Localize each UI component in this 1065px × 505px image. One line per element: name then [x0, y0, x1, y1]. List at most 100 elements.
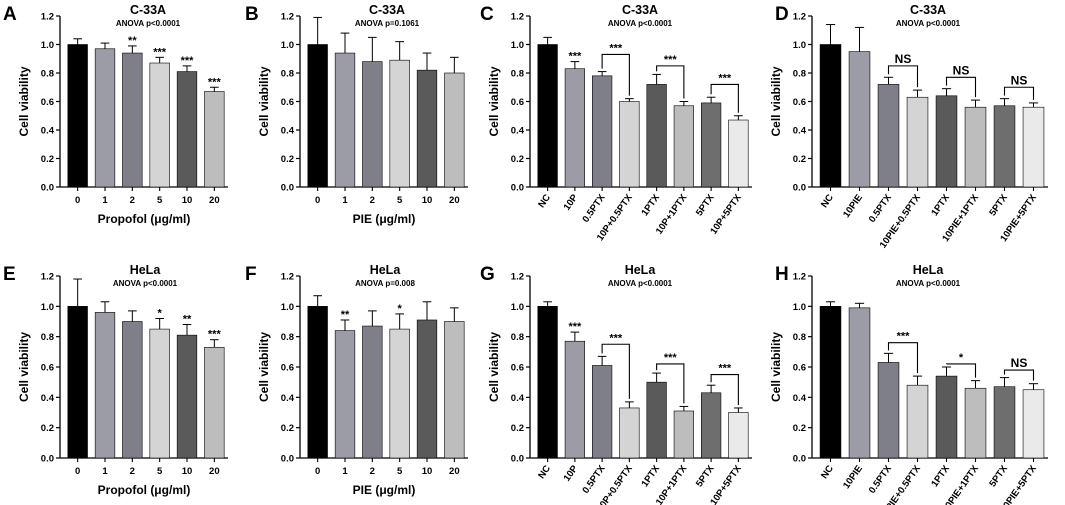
bar: [906, 384, 929, 459]
y-tick-label: 0.8: [281, 69, 294, 80]
y-axis-label: Cell viability: [17, 332, 31, 402]
x-tick-label: 20: [449, 466, 460, 477]
bar: [94, 312, 116, 459]
y-tick-label: 0.0: [793, 454, 806, 465]
bar: [204, 91, 225, 188]
y-tick-label: 1.0: [793, 40, 806, 51]
anova-subtitle: ANOVA p<0.0001: [896, 279, 961, 288]
x-tick-label: 2: [370, 195, 375, 206]
bracket-label: ***: [609, 332, 623, 344]
bar: [444, 72, 465, 188]
y-tick-label: 0.2: [281, 423, 294, 434]
bracket-label: NS: [895, 52, 912, 66]
x-tick-label: 20: [209, 195, 220, 206]
bar: [444, 321, 465, 459]
panel-letter: F: [245, 264, 257, 285]
panel-letter: G: [480, 264, 495, 285]
x-tick-label: 10PIE: [841, 463, 865, 491]
bar: [993, 386, 1016, 459]
bar: [307, 44, 328, 188]
bracket-label: ***: [718, 363, 732, 375]
x-tick-label: 0: [315, 195, 320, 206]
x-tick-label: 0.5PTX: [580, 192, 608, 225]
x-tick-label: NC: [536, 192, 553, 210]
y-tick-label: 0.8: [511, 69, 524, 80]
panel-title: C-33A: [622, 3, 658, 17]
bar: [334, 52, 356, 188]
bar: [877, 362, 900, 459]
bar: [935, 95, 958, 188]
comparison-bracket: [601, 53, 630, 96]
bar: [906, 96, 929, 188]
x-tick-label: 0.5PTX: [867, 192, 895, 225]
y-tick-label: 0.8: [511, 332, 524, 343]
y-tick-label: 1.0: [793, 302, 806, 313]
x-tick-label: 2: [130, 466, 135, 477]
bar: [646, 84, 667, 188]
x-tick-label: 0: [315, 466, 320, 477]
significance-marker: ***: [153, 46, 167, 58]
y-tick-label: 0.6: [281, 363, 294, 374]
y-axis-label: Cell viability: [487, 332, 501, 402]
bar: [1022, 106, 1045, 188]
x-tick-label: 10: [182, 195, 193, 206]
x-tick-label: 10: [182, 466, 193, 477]
bar: [362, 61, 383, 188]
x-tick-label: 0.5PTX: [580, 463, 608, 496]
panel-title: HeLa: [625, 263, 657, 277]
significance-marker: ***: [568, 51, 582, 63]
bracket-label: *: [959, 352, 964, 364]
anova-subtitle: ANOVA p=0.1061: [355, 19, 420, 28]
panel-letter: A: [3, 4, 17, 25]
x-tick-label: 1: [342, 195, 348, 206]
comparison-bracket: [887, 65, 919, 88]
comparison-bracket: [1003, 86, 1035, 100]
bar: [592, 75, 613, 188]
y-tick-label: 0.2: [281, 154, 294, 165]
bar: [728, 119, 749, 188]
x-tick-label: 1PTX: [639, 463, 662, 489]
y-tick-label: 0.0: [41, 454, 54, 465]
y-tick-label: 1.2: [281, 272, 294, 283]
comparison-bracket: [887, 342, 919, 374]
bar: [122, 321, 143, 459]
anova-subtitle: ANOVA p<0.0001: [896, 19, 961, 28]
x-tick-label: 10PIE: [841, 192, 865, 220]
x-tick-label: 1PTX: [929, 192, 952, 218]
x-tick-label: 2: [370, 466, 375, 477]
panel-a: A C-33A ANOVA p<0.0001 0.0 0.2 0.4 0.6 0.8 1.0 1.…: [3, 3, 228, 226]
panel-e: E HeLa ANOVA p<0.0001 0.0 0.2 0.4 0.6 0.8 1.0 1.2…: [3, 263, 228, 497]
y-tick-label: 0.8: [41, 69, 54, 80]
y-tick-label: 1.2: [41, 272, 54, 283]
y-tick-label: 0.0: [793, 183, 806, 194]
x-tick-label: 10P: [562, 192, 581, 213]
panel-letter: B: [245, 4, 259, 25]
x-tick-label: NC: [536, 463, 553, 481]
bar: [537, 306, 558, 459]
significance-marker: *: [158, 307, 163, 319]
y-tick-label: 0.8: [281, 332, 294, 343]
x-tick-label: 5PTX: [694, 192, 717, 218]
x-tick-label: NC: [819, 463, 836, 481]
y-axis-label: Cell viability: [257, 332, 271, 402]
panel-letter: H: [775, 264, 789, 285]
bracket-label: ***: [718, 72, 732, 84]
y-tick-label: 0.2: [511, 154, 524, 165]
bar: [619, 101, 640, 188]
bar: [701, 392, 722, 459]
significance-marker: ***: [208, 329, 222, 341]
y-tick-label: 1.2: [281, 12, 294, 23]
panel-letter: E: [3, 264, 16, 285]
x-tick-label: 1PTX: [929, 463, 952, 489]
bar: [848, 307, 871, 459]
panel-h: H HeLa ANOVA p<0.0001 0.0 0.2 0.4 0.6 0.8 1.0 1.2…: [769, 263, 1048, 505]
bracket-label: NS: [1011, 356, 1028, 370]
panel-title: C-33A: [910, 3, 946, 17]
comparison-bracket: [1003, 369, 1035, 381]
x-tick-label: 1: [102, 466, 108, 477]
x-tick-label: 20: [449, 195, 460, 206]
bar: [149, 62, 170, 188]
bar: [673, 105, 694, 188]
y-tick-label: 0.8: [793, 69, 806, 80]
x-tick-label: 5: [157, 466, 163, 477]
